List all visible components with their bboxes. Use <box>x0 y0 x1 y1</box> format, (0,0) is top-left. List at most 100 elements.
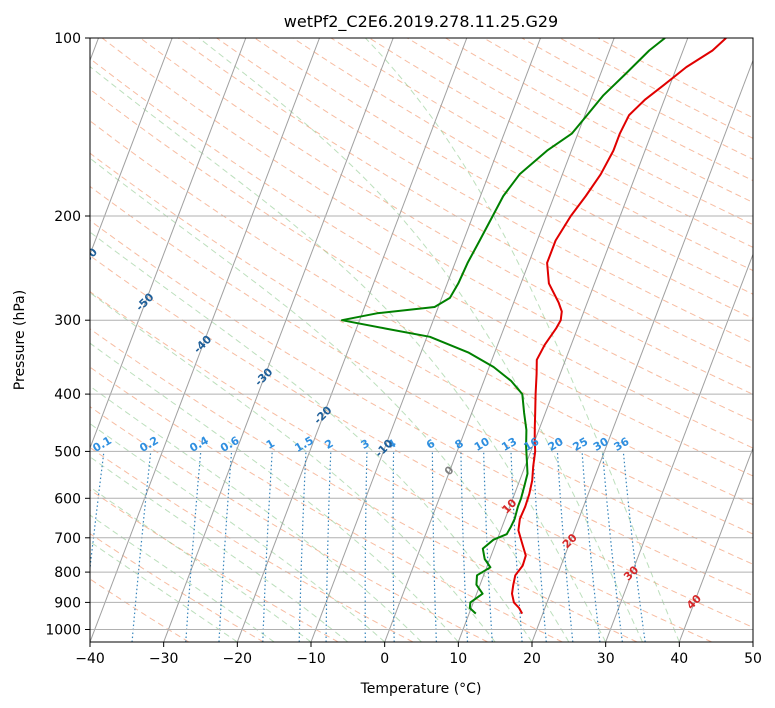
mixing-ratio-line <box>602 451 623 642</box>
dry-adiabat-line <box>330 38 753 272</box>
dry-adiabat-line <box>90 255 753 628</box>
mixing-ratio-line <box>581 451 601 642</box>
isotherm-label: 30 <box>621 563 641 583</box>
dry-adiabat-line <box>90 533 264 642</box>
moist-adiabat-line <box>365 38 680 642</box>
moist-adiabat-line <box>198 38 643 642</box>
isotherm-line <box>310 38 541 642</box>
isotherm-line <box>236 38 468 642</box>
chart-title: wetPf2_C2E6.2019.278.11.25.G29 <box>284 12 558 32</box>
mixing-ratio-line <box>131 451 152 642</box>
axis-ticks: −40 −30 −20 −10 0 10 20 30 40 50 100 200 300 400 500 60… <box>45 31 762 667</box>
dry-adiabat-line <box>90 120 753 506</box>
dry-adiabat-line <box>90 219 753 596</box>
moist-adiabat-line <box>90 231 533 642</box>
dry-adiabat-line <box>90 152 753 535</box>
isotherm-line <box>90 38 320 642</box>
series-lines <box>340 38 727 615</box>
x-axis-label: Temperature (°C) <box>360 681 482 697</box>
mixing-ratio-line <box>90 451 105 574</box>
x-tick-label: 20 <box>523 651 541 667</box>
y-tick-label: 800 <box>54 565 81 581</box>
dry-adiabat-line <box>90 291 712 642</box>
mixing-ratio-label: 3 <box>359 437 372 452</box>
moist-adiabat-line <box>90 541 238 642</box>
isotherm-line <box>678 446 753 642</box>
mixing-ratio-label: 8 <box>453 437 466 452</box>
dry-adiabat-line <box>139 38 753 395</box>
dewpoint-profile-line <box>340 38 666 615</box>
mixing-ratio-line <box>532 451 547 642</box>
x-tick-label: 50 <box>744 651 762 667</box>
y-axis-label: Pressure (hPa) <box>12 290 28 390</box>
dry-adiabat-line <box>292 38 753 295</box>
moist-adiabat-line <box>90 342 459 642</box>
mixing-ratio-line <box>622 451 646 642</box>
moist-adiabat-line <box>90 423 386 642</box>
isotherm-line <box>752 640 753 642</box>
mixing-ratio-line <box>298 451 307 642</box>
dry-adiabat-line <box>90 88 753 477</box>
y-tick-label: 100 <box>54 31 81 47</box>
dry-adiabat-line <box>254 38 753 319</box>
dry-adiabat-line <box>597 38 753 119</box>
x-tick-label: −40 <box>75 651 105 667</box>
y-tick-label: 1000 <box>45 623 81 639</box>
x-tick-label: 30 <box>597 651 615 667</box>
isotherm-label: -20 <box>311 403 334 426</box>
isotherm-label: -40 <box>191 332 214 355</box>
moist-adiabat-line <box>90 385 422 642</box>
y-tick-label: 500 <box>54 444 81 460</box>
isotherm-line <box>531 58 753 642</box>
y-tick-label: 600 <box>54 491 81 507</box>
dry-adiabat-line <box>90 366 563 642</box>
dry-adiabat-line <box>407 38 753 226</box>
annotations: 0.10.20.40.611.52346810131620253036-100-… <box>19 204 704 612</box>
y-tick-label: 700 <box>54 531 81 547</box>
mixing-ratio-line <box>325 451 332 642</box>
x-tick-label: 10 <box>449 651 467 667</box>
mixing-ratio-line <box>185 451 202 642</box>
y-tick-label: 200 <box>54 209 81 225</box>
y-tick-label: 400 <box>54 387 81 403</box>
mixing-ratio-line <box>392 451 395 642</box>
moist-adiabat-line <box>90 456 349 642</box>
isotherm-label: -30 <box>252 365 275 388</box>
mixing-ratio-label: 1 <box>264 437 277 452</box>
isotherm-line <box>605 252 753 642</box>
x-tick-label: −30 <box>149 651 179 667</box>
mixing-ratio-line <box>460 451 469 642</box>
dry-adiabat-line <box>90 406 488 642</box>
y-tick-label: 300 <box>54 313 81 329</box>
isotherm-label: 40 <box>684 592 704 612</box>
isotherm-line <box>163 38 394 642</box>
dry-adiabat-line <box>90 489 339 642</box>
x-tick-label: 40 <box>670 651 688 667</box>
dry-adiabat-line <box>90 57 753 449</box>
moist-adiabat-line <box>90 157 570 642</box>
isotherm-line <box>384 38 615 642</box>
dry-adiabat-line <box>445 38 753 204</box>
mixing-ratio-line <box>364 451 368 642</box>
x-tick-label: −10 <box>296 651 326 667</box>
isotherm-label: -50 <box>133 290 156 313</box>
x-tick-label: 0 <box>380 651 389 667</box>
isotherm-line <box>457 38 689 642</box>
temperature-profile-line <box>511 38 727 615</box>
isotherm-label: -60 <box>77 245 100 268</box>
moist-adiabat-line <box>90 486 312 642</box>
isotherm-label: -70 <box>19 204 42 227</box>
moist-adiabat-line <box>90 514 275 642</box>
background-lines <box>90 38 753 642</box>
moist-adiabat-line <box>90 292 496 642</box>
dry-adiabat-line <box>483 38 753 182</box>
isotherm-line <box>90 38 247 450</box>
x-tick-label: −20 <box>223 651 253 667</box>
y-tick-label: 900 <box>54 595 81 611</box>
dry-adiabat-line <box>559 38 753 139</box>
plot-frame <box>89 37 754 643</box>
dry-adiabat-line <box>178 38 753 369</box>
isotherm-line <box>90 38 173 256</box>
dry-adiabat-line <box>90 578 190 642</box>
